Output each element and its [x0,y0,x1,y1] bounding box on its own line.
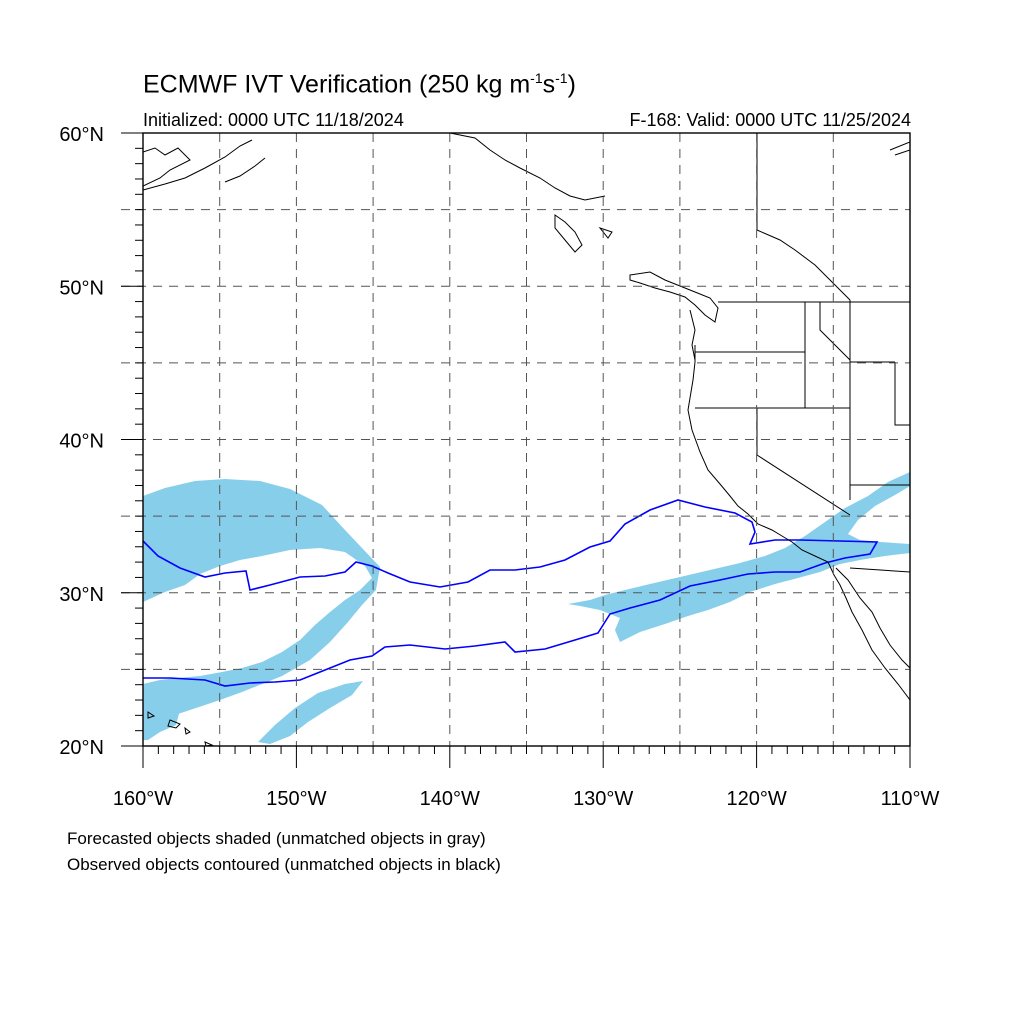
valid-time-label: F-168: Valid: 0000 UTC 11/25/2024 [629,110,911,130]
forecast-object-west [143,479,380,722]
minor-ticks [121,132,911,768]
state-borders [695,133,910,573]
forecast-object-east [568,472,910,642]
x-axis-labels: 160°W 150°W 140°W 130°W 120°W 110°W [113,788,940,810]
coastline-alaska [143,133,613,253]
coastline-west-us [687,345,910,701]
observed-note: Observed objects contoured (unmatched ob… [67,855,501,874]
coastline-canada-interior [756,141,910,301]
lat-lon-grid [121,133,910,746]
forecast-note: Forecasted objects shaded (unmatched obj… [67,829,486,848]
coastline-hawaii [147,711,214,746]
forecast-object-west-tail [258,681,363,744]
x-tick-label: 130°W [573,788,633,810]
forecast-objects [143,472,910,744]
observed-objects [143,499,879,687]
x-tick-label: 110°W [881,788,940,810]
coastline-bc-washington [629,271,719,361]
coastline-baja-gulf [835,567,910,669]
x-tick-label: 140°W [420,788,480,810]
y-tick-label: 20°N [59,737,104,759]
initialized-label: Initialized: 0000 UTC 11/18/2024 [143,110,404,130]
x-tick-label: 150°W [266,788,326,810]
observed-contour-main [143,499,879,687]
map-frame [142,132,911,747]
x-tick-label: 120°W [726,788,786,810]
y-tick-label: 30°N [59,584,104,606]
legend-notes: Forecasted objects shaded (unmatched obj… [67,826,501,878]
y-tick-label: 50°N [59,277,104,299]
map-title: ECMWF IVT Verification (250 kg m-1s-1) [143,70,576,99]
forecast-object-southwest [143,704,180,740]
y-axis-labels: 60°N 50°N 40°N 30°N 20°N [59,124,104,759]
y-tick-label: 40°N [59,431,104,453]
x-tick-label: 160°W [113,788,173,810]
y-tick-label: 60°N [59,124,104,146]
